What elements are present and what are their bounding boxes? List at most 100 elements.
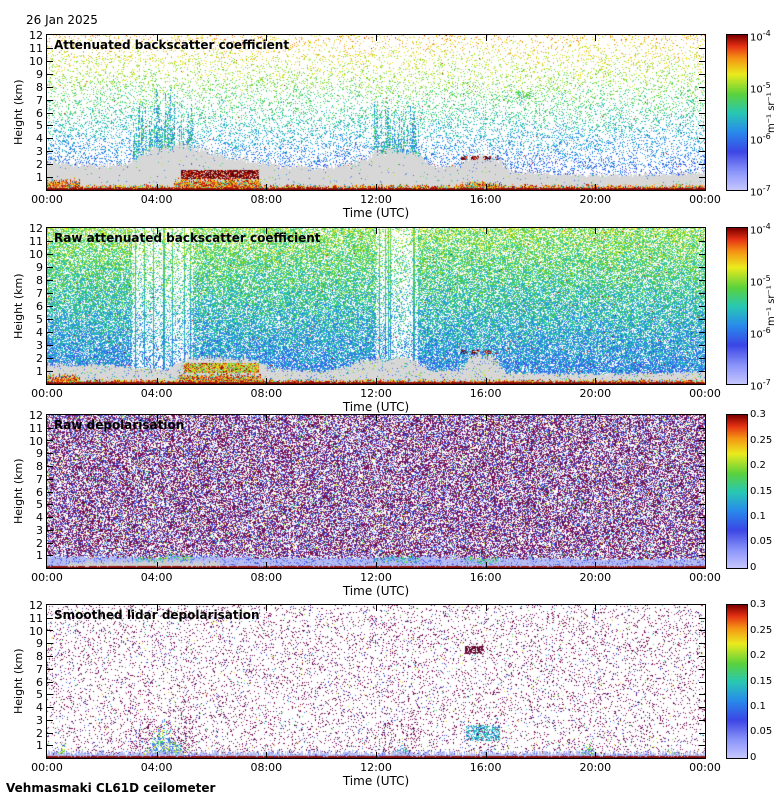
y-tick-mark xyxy=(47,319,53,320)
y-tick-label: 5 xyxy=(36,688,43,702)
y-tick-mark xyxy=(699,479,705,480)
colorbar-tick-label: 0.2 xyxy=(750,649,766,661)
y-tick-mark xyxy=(47,733,53,734)
y-tick-mark xyxy=(47,643,53,644)
colorbar-tick-label: 0.05 xyxy=(750,536,773,548)
x-tick-label: 20:00 xyxy=(579,761,612,774)
panel-attenuated-backscatter: Attenuated backscatter coefficient Heigh… xyxy=(0,29,780,224)
colorbar-tick-label: 0.25 xyxy=(750,624,773,636)
y-tick-label: 9 xyxy=(36,637,43,651)
y-tick-label: 1 xyxy=(36,739,43,753)
x-tick-mark xyxy=(376,378,377,384)
y-tick-mark xyxy=(699,100,705,101)
y-tick-label: 11 xyxy=(29,41,43,55)
y-tick-mark xyxy=(47,164,53,165)
colorbar-tick-label: 0 xyxy=(750,752,757,763)
colorbar-unit-label: m⁻¹ sr⁻¹ xyxy=(766,92,777,133)
y-tick-mark xyxy=(699,504,705,505)
colorbar-tick-label: 0.1 xyxy=(750,701,766,713)
y-tick-label: 1 xyxy=(36,171,43,185)
x-tick-label: 00:00 xyxy=(31,761,63,774)
y-tick-mark xyxy=(699,543,705,544)
colorbar-tick-label: 0.2 xyxy=(750,459,766,471)
y-tick-label: 7 xyxy=(36,287,43,300)
y-tick-mark xyxy=(699,492,705,493)
colorbar-tick-label: 10-7 xyxy=(750,184,771,199)
y-tick-mark xyxy=(699,453,705,454)
x-tick-mark xyxy=(595,228,596,234)
x-tick-label: 00:00 xyxy=(689,193,721,206)
x-tick-mark xyxy=(266,752,267,758)
y-tick-mark xyxy=(47,517,53,518)
x-tick-mark xyxy=(266,562,267,568)
x-tick-mark xyxy=(486,378,487,384)
y-tick-label: 10 xyxy=(29,54,43,68)
y-tick-mark xyxy=(47,440,53,441)
y-tick-label: 8 xyxy=(36,460,43,473)
y-tick-mark xyxy=(47,358,53,359)
y-tick-label: 12 xyxy=(29,599,43,612)
y-tick-mark xyxy=(47,371,53,372)
y-tick-mark xyxy=(699,332,705,333)
y-tick-mark xyxy=(47,151,53,152)
y-tick-mark xyxy=(699,371,705,372)
y-tick-label: 8 xyxy=(36,274,43,287)
x-axis-label: Time (UTC) xyxy=(342,206,410,220)
y-tick-mark xyxy=(47,720,53,721)
x-tick-label: 08:00 xyxy=(250,571,283,584)
y-tick-mark xyxy=(699,151,705,152)
y-tick-label: 6 xyxy=(36,675,43,689)
y-tick-mark xyxy=(47,125,53,126)
y-tick-mark xyxy=(699,643,705,644)
y-tick-mark xyxy=(47,332,53,333)
smoothed-lidar-depolarisation-heatmap xyxy=(46,604,706,759)
colorbar-tick-label: 0 xyxy=(750,562,757,573)
y-tick-mark xyxy=(47,492,53,493)
y-tick-mark xyxy=(47,466,53,467)
y-tick-mark xyxy=(699,293,705,294)
x-tick-label: 00:00 xyxy=(689,387,721,400)
raw-attenuated-backscatter-heatmap xyxy=(46,227,706,385)
colorbar-unit-label: m⁻¹ sr⁻¹ xyxy=(766,285,777,327)
y-tick-label: 12 xyxy=(29,222,43,235)
panel-title: Smoothed lidar depolarisation xyxy=(54,608,260,622)
y-tick-mark xyxy=(699,466,705,467)
y-tick-mark xyxy=(47,543,53,544)
y-tick-mark xyxy=(699,517,705,518)
y-tick-label: 6 xyxy=(36,106,43,120)
y-tick-label: 7 xyxy=(36,93,43,107)
y-tick-mark xyxy=(47,254,53,255)
y-tick-mark xyxy=(47,453,53,454)
x-tick-mark xyxy=(376,752,377,758)
y-tick-label: 1 xyxy=(36,365,43,378)
colorbar-tick-label: 10-7 xyxy=(750,378,771,393)
x-tick-mark xyxy=(376,35,377,41)
panel-title: Attenuated backscatter coefficient xyxy=(54,38,290,52)
x-tick-mark xyxy=(486,605,487,611)
x-tick-mark xyxy=(266,415,267,421)
y-tick-label: 12 xyxy=(29,409,43,422)
y-tick-mark xyxy=(47,682,53,683)
x-tick-label: 00:00 xyxy=(689,571,721,584)
raw-depolarisation-heatmap xyxy=(46,414,706,569)
x-tick-label: 00:00 xyxy=(31,193,63,206)
y-tick-mark xyxy=(699,694,705,695)
colorbar-tick-label: 0.05 xyxy=(750,726,773,738)
y-tick-mark xyxy=(699,177,705,178)
y-tick-mark xyxy=(699,164,705,165)
x-tick-mark xyxy=(595,184,596,190)
x-tick-mark xyxy=(157,184,158,190)
y-tick-mark xyxy=(699,555,705,556)
x-tick-mark xyxy=(376,415,377,421)
y-tick-mark xyxy=(47,555,53,556)
colorbar xyxy=(726,414,748,569)
y-tick-mark xyxy=(47,61,53,62)
x-tick-mark xyxy=(266,378,267,384)
y-tick-label: 9 xyxy=(36,67,43,81)
y-tick-mark xyxy=(47,656,53,657)
y-tick-mark xyxy=(699,682,705,683)
y-tick-label: 3 xyxy=(36,339,43,352)
y-tick-mark xyxy=(699,720,705,721)
y-tick-mark xyxy=(699,669,705,670)
